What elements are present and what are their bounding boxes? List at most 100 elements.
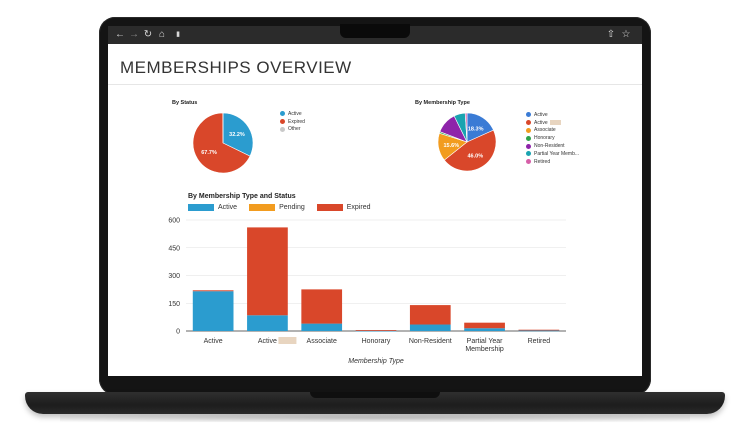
status-pie-slice[interactable]: [222, 112, 254, 157]
bar-segment-active[interactable]: [192, 291, 234, 331]
home-icon[interactable]: ⌂: [158, 29, 166, 40]
legend-dot: [526, 143, 531, 149]
bar-segment-active[interactable]: [355, 330, 397, 332]
legend-dot: [526, 127, 531, 133]
legend-label: Active: [218, 204, 238, 211]
laptop-shadow: [60, 414, 690, 422]
legend-item-expired[interactable]: Expired: [280, 118, 305, 126]
x-tick-label: Active: [258, 338, 277, 345]
y-tick-label: 0: [176, 329, 180, 336]
laptop-base: [25, 392, 725, 414]
legend-label: Retired: [534, 158, 551, 165]
legend-dot: [526, 159, 531, 165]
x-tick-label: Partial Year: [467, 338, 503, 345]
legend-dot: [280, 111, 285, 117]
legend-label: Associate: [534, 127, 556, 134]
legend-label: Expired: [346, 204, 371, 211]
legend-label: Active: [288, 110, 302, 117]
bar-segment-active[interactable]: [247, 315, 288, 331]
share-icon[interactable]: ⇧: [606, 29, 616, 40]
legend-label: Honorary: [534, 135, 555, 142]
legend-dot: [526, 120, 531, 126]
redacted-label: [278, 337, 297, 344]
status-pie-slice-label: 32.2%: [229, 132, 245, 138]
status-pie-slice[interactable]: [192, 112, 251, 174]
bar-segment-expired[interactable]: [247, 227, 288, 316]
legend-label: Expired: [288, 118, 305, 125]
legend-dot: [526, 135, 531, 141]
y-tick-label: 150: [168, 301, 180, 308]
reload-icon[interactable]: ↻: [143, 29, 153, 40]
arrow-right-icon[interactable]: →: [129, 29, 139, 40]
legend-dot: [526, 112, 531, 118]
x-tick-label: Retired: [528, 338, 551, 345]
legend-item-active[interactable]: Active: [188, 204, 237, 211]
legend-dot: [280, 126, 285, 132]
bar-segment-expired[interactable]: [301, 289, 343, 324]
lock-icon: ▮: [176, 31, 180, 38]
type-pie-slice[interactable]: [443, 129, 497, 172]
bar-segment-expired[interactable]: [409, 305, 451, 325]
bar-segment-expired[interactable]: [464, 322, 505, 329]
type-pie-title: By Membership Type: [415, 100, 470, 106]
legend-label: Active: [534, 111, 548, 118]
bar-segment-expired[interactable]: [355, 330, 397, 331]
redacted-label: [549, 120, 561, 126]
type-pie-chart: 18.3% 46.0% 15.6%: [437, 112, 497, 172]
title-divider: [108, 84, 642, 85]
star-icon[interactable]: ☆: [621, 29, 631, 40]
laptop-base-groove: [310, 392, 440, 398]
status-pie-chart: 32.2% 67.7%: [192, 112, 254, 174]
type-pie-slice-label: 46.0%: [467, 154, 483, 160]
camera-notch: [340, 24, 410, 38]
legend-label: Other: [288, 126, 301, 133]
browser-window: ← → ↻ ⌂ ▮ ⇧ ☆ MEMBERSHIPS OVERVIEW By St…: [108, 26, 642, 376]
type-pie-legend: Active Active Associate Honorary Non-Res…: [526, 111, 579, 166]
legend-label: Pending: [279, 204, 305, 211]
bar-segment-active[interactable]: [518, 330, 560, 332]
bar-chart-title: By Membership Type and Status: [188, 193, 296, 200]
legend-label: Partial Year Memb...: [534, 150, 580, 157]
legend-item-expired[interactable]: Expired: [316, 204, 371, 211]
y-tick-label: 450: [168, 245, 180, 252]
legend-swatch: [316, 204, 343, 211]
y-tick-label: 600: [168, 218, 180, 225]
legend-item-pending[interactable]: Pending: [249, 204, 305, 211]
legend-item-non-resident[interactable]: Non-Resident: [526, 142, 579, 150]
arrow-left-icon[interactable]: ←: [115, 29, 125, 40]
legend-item-other[interactable]: Other: [280, 126, 305, 134]
x-tick-label: Associate: [307, 338, 337, 345]
type-pie-slice-label: 18.3%: [468, 127, 484, 133]
bar-chart: 0 150 300 450 600 Active Active Associate Honora…: [168, 218, 566, 365]
bar-segment-active[interactable]: [409, 324, 451, 331]
x-tick-label: Non-Resident: [409, 338, 452, 345]
legend-item-honorary[interactable]: Honorary: [526, 134, 579, 142]
x-tick-label: Active: [204, 338, 223, 345]
bar-segment-expired[interactable]: [518, 329, 560, 331]
legend-label: Active: [534, 119, 548, 126]
type-pie-slice[interactable]: [464, 112, 468, 143]
legend-item-retired[interactable]: Retired: [526, 158, 579, 166]
legend-dot: [526, 151, 531, 157]
y-tick-label: 300: [168, 273, 180, 280]
legend-swatch: [249, 204, 276, 211]
x-tick-label: Honorary: [362, 338, 391, 345]
legend-item-associate[interactable]: Associate: [526, 127, 579, 135]
x-tick-label: Membership: [465, 346, 504, 353]
page-title: MEMBERSHIPS OVERVIEW: [120, 58, 352, 77]
legend-item-active[interactable]: Active: [526, 111, 579, 119]
bar-segment-expired[interactable]: [192, 290, 234, 292]
status-pie-title: By Status: [172, 100, 198, 106]
status-pie-slice-label: 67.7%: [201, 150, 217, 156]
legend-dot: [280, 119, 285, 125]
bar-chart-legend: Active Pending Expired: [188, 204, 383, 211]
legend-item-active-redacted[interactable]: Active: [526, 119, 579, 127]
status-pie-legend: Active Expired Other: [280, 110, 305, 133]
legend-item-partial-year[interactable]: Partial Year Memb...: [526, 150, 579, 158]
bar-segment-active[interactable]: [464, 328, 505, 331]
legend-item-active[interactable]: Active: [280, 110, 305, 118]
legend-label: Non-Resident: [534, 143, 565, 150]
type-pie-slice-label: 15.6%: [444, 143, 460, 149]
bar-segment-active[interactable]: [301, 323, 343, 331]
legend-swatch: [188, 204, 214, 211]
